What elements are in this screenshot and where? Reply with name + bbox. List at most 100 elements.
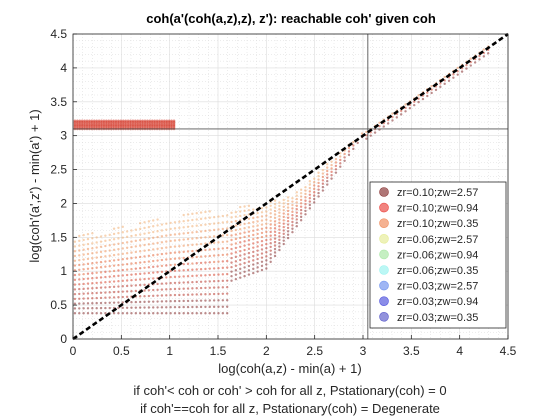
data-point bbox=[130, 278, 133, 282]
data-point bbox=[282, 215, 285, 219]
data-point bbox=[117, 269, 120, 272]
data-point bbox=[95, 296, 98, 300]
data-point bbox=[147, 300, 151, 303]
data-point bbox=[304, 192, 307, 196]
data-point bbox=[108, 238, 111, 242]
data-point bbox=[243, 231, 246, 234]
data-point bbox=[330, 174, 333, 177]
data-point bbox=[121, 241, 124, 245]
data-point bbox=[230, 274, 233, 278]
data-point bbox=[321, 172, 325, 175]
data-point bbox=[195, 224, 198, 227]
data-point bbox=[195, 312, 198, 315]
data-point bbox=[121, 268, 124, 272]
data-point bbox=[99, 260, 103, 264]
data-point bbox=[265, 226, 268, 230]
data-point bbox=[131, 119, 135, 123]
data-point bbox=[195, 237, 198, 240]
data-point bbox=[278, 231, 281, 235]
data-point bbox=[265, 251, 268, 254]
data-point bbox=[265, 230, 268, 234]
data-point bbox=[178, 232, 181, 236]
data-point bbox=[104, 275, 107, 279]
data-point bbox=[138, 244, 142, 247]
data-point bbox=[365, 130, 368, 134]
data-point bbox=[108, 291, 111, 294]
data-point bbox=[230, 252, 233, 255]
data-point bbox=[239, 214, 242, 218]
data-point bbox=[252, 250, 255, 254]
data-point bbox=[195, 299, 198, 302]
data-point bbox=[260, 219, 264, 222]
data-point bbox=[312, 194, 316, 197]
data-point bbox=[78, 258, 81, 262]
data-point bbox=[121, 295, 124, 299]
data-point bbox=[321, 175, 325, 179]
data-point bbox=[95, 261, 98, 264]
data-point bbox=[465, 63, 468, 67]
x-tick-label: 1 bbox=[166, 344, 173, 358]
data-point bbox=[217, 221, 220, 225]
data-point bbox=[152, 230, 155, 234]
data-point bbox=[199, 274, 203, 277]
data-point bbox=[108, 306, 111, 310]
data-point bbox=[178, 293, 181, 297]
data-point bbox=[82, 282, 85, 286]
data-point bbox=[282, 232, 285, 236]
data-point bbox=[299, 202, 303, 205]
data-point bbox=[239, 267, 242, 271]
data-point bbox=[112, 253, 116, 257]
data-point bbox=[91, 242, 94, 245]
data-point bbox=[265, 242, 268, 246]
data-point bbox=[182, 244, 185, 247]
data-point bbox=[143, 249, 146, 252]
data-point bbox=[286, 233, 290, 236]
data-point bbox=[121, 231, 124, 234]
data-point bbox=[112, 264, 116, 267]
data-point bbox=[173, 281, 177, 285]
data-point bbox=[278, 218, 281, 221]
data-point bbox=[260, 252, 264, 255]
data-point bbox=[326, 176, 329, 179]
data-point bbox=[243, 213, 246, 217]
data-point bbox=[256, 211, 259, 215]
data-point bbox=[217, 215, 220, 218]
data-point bbox=[156, 282, 159, 286]
data-point bbox=[299, 195, 303, 198]
data-point bbox=[247, 208, 251, 212]
data-point bbox=[256, 261, 259, 265]
data-point bbox=[256, 270, 259, 273]
data-point bbox=[295, 211, 298, 214]
data-point bbox=[91, 287, 94, 290]
data-point bbox=[326, 163, 329, 166]
data-point bbox=[130, 273, 133, 276]
data-point bbox=[256, 245, 259, 248]
data-point bbox=[265, 218, 268, 221]
data-point bbox=[165, 240, 168, 243]
data-point bbox=[143, 312, 146, 315]
data-point bbox=[286, 203, 290, 206]
data-point bbox=[312, 201, 316, 204]
data-point bbox=[112, 275, 116, 278]
data-point bbox=[160, 258, 164, 262]
data-point bbox=[352, 147, 355, 151]
data-point bbox=[225, 246, 229, 250]
data-point bbox=[299, 208, 303, 212]
data-point bbox=[107, 119, 111, 123]
data-point bbox=[117, 242, 120, 246]
data-point bbox=[212, 312, 216, 315]
data-point bbox=[204, 267, 207, 271]
data-point bbox=[117, 119, 120, 123]
data-point bbox=[165, 264, 168, 267]
data-point bbox=[469, 64, 472, 67]
data-point bbox=[204, 305, 207, 309]
data-point bbox=[273, 213, 277, 216]
data-point bbox=[299, 198, 303, 202]
data-point bbox=[78, 254, 81, 257]
data-point bbox=[260, 223, 264, 226]
data-point bbox=[321, 189, 325, 192]
data-point bbox=[339, 165, 342, 168]
data-point bbox=[269, 212, 272, 215]
data-point bbox=[134, 284, 138, 287]
data-point bbox=[186, 312, 190, 315]
